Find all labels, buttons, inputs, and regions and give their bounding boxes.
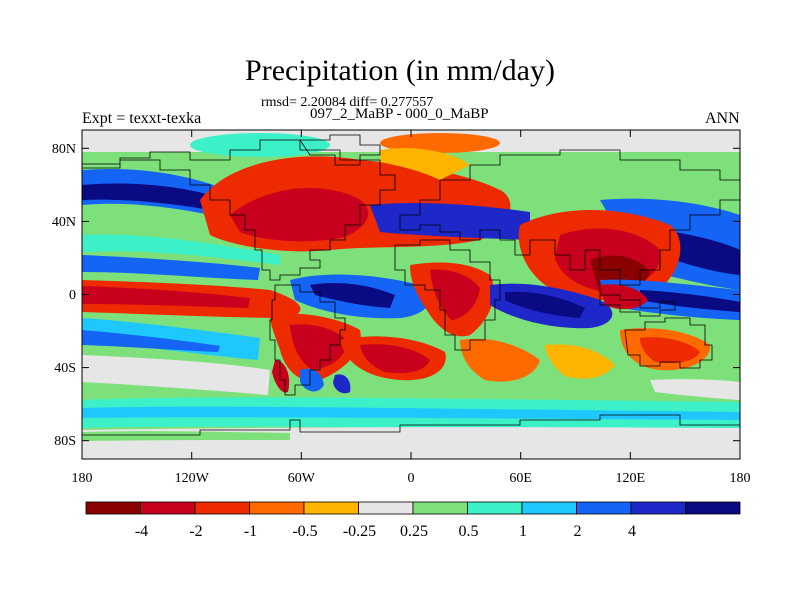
field-patch xyxy=(310,283,395,308)
y-tick-label: 40S xyxy=(54,361,76,376)
colorbar-swatch xyxy=(303,501,359,515)
colorbar-swatch xyxy=(140,501,196,515)
y-tick-label: 80S xyxy=(54,434,76,449)
field-patch xyxy=(82,431,290,441)
season-label: ANN xyxy=(705,110,740,127)
field-patch xyxy=(82,255,260,280)
field-patch xyxy=(430,269,480,320)
colorbar-label: 4 xyxy=(628,523,636,540)
field-patch xyxy=(650,379,740,400)
field-patch xyxy=(380,148,470,180)
colorbar-label: 0.25 xyxy=(400,523,428,540)
axis-ticks xyxy=(81,130,741,459)
colorbar: -4 -2 -1 -0.5 -0.25 0.25 0.5 1 2 4 xyxy=(85,501,741,540)
coastline-greenland xyxy=(299,134,381,166)
colorbar-label: 2 xyxy=(574,523,582,540)
colorbar-swatch xyxy=(194,501,250,515)
x-tick-label: 0 xyxy=(408,471,415,486)
field-patch xyxy=(82,406,740,420)
field-patch xyxy=(380,133,500,153)
colorbar-label: -0.25 xyxy=(343,523,376,540)
field-patch xyxy=(505,291,585,318)
precip-field xyxy=(82,130,740,459)
case-line: 097_2_MaBP - 000_0_MaBP xyxy=(310,106,489,122)
field-patch xyxy=(290,324,348,370)
coastline-antarctica xyxy=(82,414,740,436)
field-patch xyxy=(660,230,740,275)
experiment-label: Expt = texxt-texka xyxy=(82,110,202,127)
colorbar-swatch xyxy=(685,501,741,515)
field-patch xyxy=(82,183,240,215)
x-tick-label: 120E xyxy=(616,471,646,486)
coastline-south-america xyxy=(269,284,346,396)
colorbar-label: -2 xyxy=(189,523,202,540)
x-tick-label: 180 xyxy=(72,471,93,486)
coastline-maritime-continent xyxy=(599,294,676,317)
colorbar-swatch xyxy=(576,501,632,515)
field-patch xyxy=(600,284,648,310)
field-patch xyxy=(640,290,740,312)
colorbar-label: -4 xyxy=(135,523,148,540)
colorbar-label: -1 xyxy=(244,523,257,540)
coastline-eurasia xyxy=(399,149,740,286)
field-patch xyxy=(300,368,324,392)
field-patch xyxy=(82,234,280,265)
colorbar-label: -0.5 xyxy=(292,523,317,540)
colorbar-label: 1 xyxy=(519,523,527,540)
field-patch xyxy=(460,338,540,382)
y-tick-label: 40N xyxy=(52,215,76,230)
field-patch xyxy=(545,344,615,379)
colorbar-label: 0.5 xyxy=(459,523,479,540)
field-patch xyxy=(82,286,250,308)
field-patch xyxy=(360,344,430,374)
colorbar-swatch xyxy=(521,501,577,515)
coastlines xyxy=(82,134,740,436)
colorbar-swatch xyxy=(85,501,141,515)
x-tick-label: 120W xyxy=(175,471,210,486)
colorbar-swatch xyxy=(467,501,523,515)
coastline-australia xyxy=(624,317,713,369)
y-tick-label: 0 xyxy=(69,288,76,303)
x-tick-label: 180 xyxy=(730,471,751,486)
colorbar-swatch xyxy=(249,501,305,515)
field-patch xyxy=(82,330,220,352)
field-patch xyxy=(82,355,270,395)
field-patch xyxy=(230,187,369,242)
colorbar-swatch xyxy=(358,501,414,515)
x-tick-label: 60W xyxy=(288,471,316,486)
x-tick-label: 60E xyxy=(509,471,532,486)
colorbar-swatch xyxy=(630,501,686,515)
field-patch xyxy=(640,337,700,364)
field-patch xyxy=(333,374,351,394)
coastline-africa xyxy=(394,239,501,351)
field-patch xyxy=(370,202,530,240)
plot-title: Precipitation (in mm/day) xyxy=(245,54,555,87)
colorbar-swatch xyxy=(412,501,468,515)
coastline-north-america xyxy=(82,139,396,281)
y-tick-label: 80N xyxy=(52,142,76,157)
stats-line: rmsd= 2.20084 diff= 0.277557 xyxy=(261,95,434,110)
